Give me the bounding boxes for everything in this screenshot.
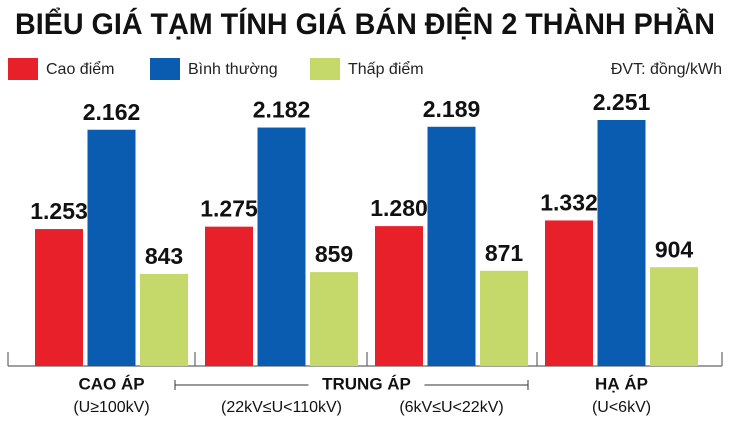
- value-label: 859: [315, 241, 353, 267]
- category-label: (U≥100kV): [73, 399, 149, 416]
- legend-label: Bình thường: [188, 61, 278, 78]
- value-label: 2.182: [253, 97, 311, 123]
- value-label: 2.251: [593, 89, 651, 115]
- value-label: 1.332: [540, 190, 598, 216]
- bar: [480, 270, 528, 366]
- value-label: 871: [485, 240, 524, 266]
- value-label: 1.275: [200, 196, 258, 222]
- value-label: 843: [145, 243, 183, 269]
- bar: [375, 226, 423, 366]
- category-label: (22kV≤U<110kV): [221, 399, 342, 416]
- legend-swatch: [310, 58, 340, 80]
- value-label: 2.189: [423, 96, 481, 122]
- bar: [205, 226, 253, 366]
- bar: [545, 220, 593, 366]
- category-label: (U<6kV): [592, 399, 651, 416]
- group-label: TRUNG ÁP: [322, 374, 411, 393]
- bar: [140, 273, 188, 366]
- bar: [87, 129, 136, 366]
- bar: [257, 127, 306, 366]
- unit-note: ĐVT: đồng/kWh: [611, 61, 722, 78]
- legend-label: Thấp điểm: [348, 60, 424, 78]
- value-label: 2.162: [83, 99, 141, 125]
- group-label-bg: [308, 374, 425, 396]
- legend-swatch: [150, 58, 180, 80]
- group-ticks: [7, 352, 723, 366]
- bar: [597, 120, 646, 366]
- chart-title: BIỂU GIÁ TẠM TÍNH GIÁ BÁN ĐIỆN 2 THÀNH P…: [15, 7, 715, 41]
- group-label: HẠ ÁP: [595, 374, 648, 393]
- value-label: 1.280: [370, 195, 428, 221]
- bar: [310, 272, 358, 366]
- bar: [650, 267, 698, 366]
- value-label: 1.253: [30, 198, 88, 224]
- value-label: 904: [655, 236, 694, 262]
- group-label: CAO ÁP: [78, 374, 144, 393]
- legend-swatch: [8, 58, 38, 80]
- bar: [35, 229, 83, 366]
- category-label: (6kV≤U<22kV): [399, 399, 503, 416]
- legend-label: Cao điểm: [46, 60, 114, 78]
- bar: [427, 126, 476, 366]
